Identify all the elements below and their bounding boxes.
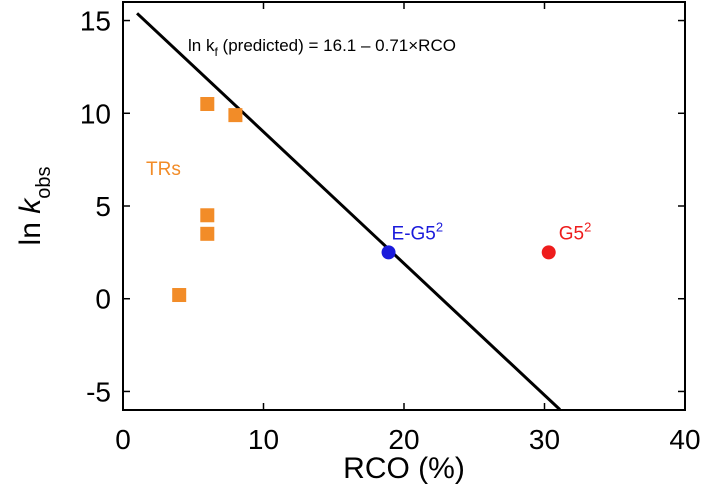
tr-point xyxy=(200,97,215,111)
x-axis-title: RCO (%) xyxy=(343,452,465,485)
fit-line xyxy=(136,12,561,410)
x-tick-label: 30 xyxy=(529,424,560,455)
y-tick-label: 5 xyxy=(95,191,111,222)
y-tick-label: -5 xyxy=(86,376,111,407)
fit-equation: ln kf (predicted) = 16.1 – 0.71×RCO xyxy=(188,36,456,59)
point-g5 xyxy=(541,245,556,260)
y-tick-label: 0 xyxy=(95,284,111,315)
point-e-g5 xyxy=(381,245,396,260)
plot-frame xyxy=(122,1,686,411)
tr-point xyxy=(200,208,215,223)
tr-point xyxy=(172,288,187,303)
x-tick-label: 10 xyxy=(248,424,279,455)
x-tick-label: 0 xyxy=(115,424,131,455)
x-tick-label: 20 xyxy=(388,424,419,455)
y-tick-label: 10 xyxy=(80,98,111,129)
label-trs: TRs xyxy=(146,159,181,180)
label-g5: G52 xyxy=(559,219,592,244)
tr-point xyxy=(228,108,243,123)
tr-point xyxy=(200,226,215,241)
x-tick-label: 40 xyxy=(669,424,700,455)
label-e-g5: E-G52 xyxy=(392,219,444,244)
y-tick-label: 15 xyxy=(80,6,111,37)
y-axis-title: ln kobs xyxy=(14,167,55,246)
